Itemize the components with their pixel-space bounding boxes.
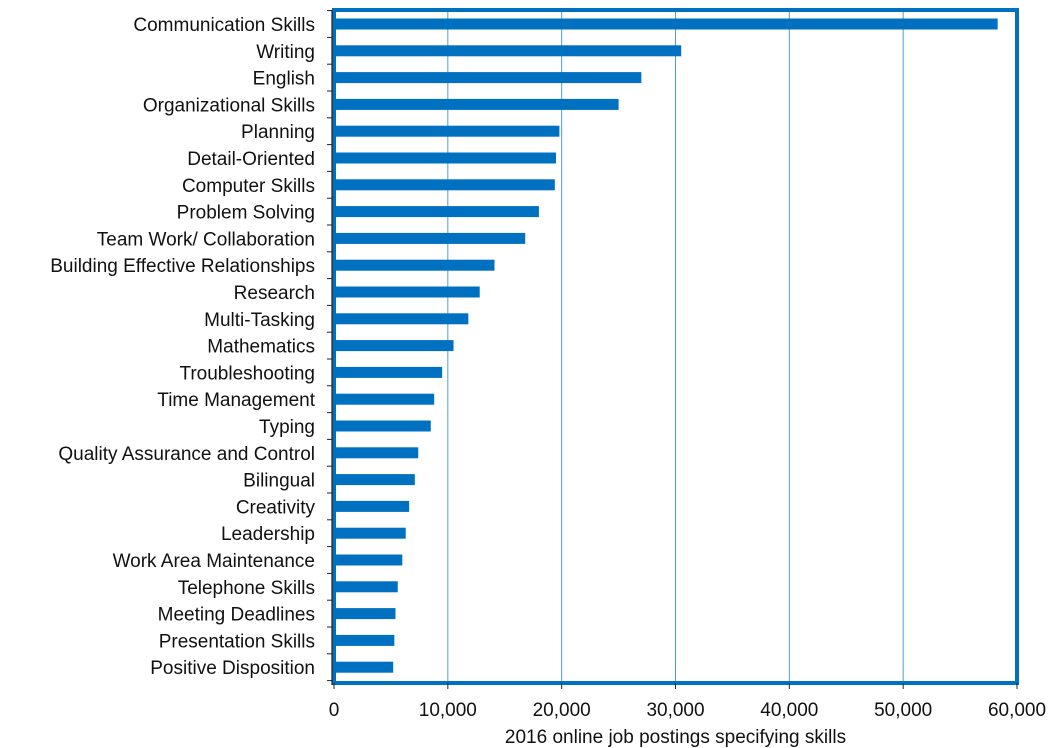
category-label: Computer Skills (182, 176, 315, 197)
bar (334, 72, 642, 84)
x-axis-title: 2016 online job postings specifying skil… (505, 727, 846, 748)
x-tick-label: 10,000 (419, 700, 477, 721)
category-label: Planning (241, 122, 315, 143)
bar (334, 393, 435, 405)
x-tick-label: 0 (329, 700, 340, 721)
bar (334, 554, 403, 566)
category-label: Problem Solving (177, 203, 315, 224)
category-label: Quality Assurance and Control (58, 444, 315, 465)
category-label: Bilingual (243, 471, 315, 492)
category-label: Writing (256, 42, 315, 63)
category-label: Research (234, 283, 315, 304)
axes (327, 10, 1018, 689)
bar (334, 420, 431, 432)
category-label: English (253, 69, 315, 90)
x-tick-label: 30,000 (646, 700, 704, 721)
category-label: Troubleshooting (179, 363, 315, 384)
x-tick-label: 40,000 (760, 700, 818, 721)
bar (334, 179, 555, 191)
bar (334, 500, 410, 512)
x-tick-label: 50,000 (874, 700, 932, 721)
bar (334, 45, 682, 57)
category-label: Leadership (221, 524, 315, 545)
bar (334, 286, 480, 298)
bar (334, 340, 454, 352)
x-tick-label: 20,000 (533, 700, 591, 721)
bar (334, 259, 495, 271)
category-label: Detail-Oriented (187, 149, 315, 170)
bar (334, 232, 526, 244)
bar (334, 581, 398, 593)
bar (334, 474, 415, 486)
x-tick-labels: 0 10,000 20,000 30,000 40,000 50,000 60,000 (329, 700, 1046, 721)
category-label: Communication Skills (133, 15, 315, 36)
category-label: Telephone Skills (178, 578, 315, 599)
x-tick-label: 60,000 (988, 700, 1046, 721)
category-label: Mathematics (207, 337, 315, 358)
category-label: Creativity (236, 497, 316, 518)
bar (334, 608, 396, 620)
bar (334, 313, 469, 325)
category-label: Work Area Maintenance (113, 551, 315, 572)
category-label: Typing (259, 417, 315, 438)
bar (334, 527, 406, 539)
bar (334, 152, 556, 164)
category-label: Meeting Deadlines (158, 605, 315, 626)
bars (334, 18, 998, 673)
category-label: Positive Disposition (150, 658, 315, 679)
bar (334, 366, 443, 378)
bar (334, 447, 419, 459)
bar (334, 206, 539, 218)
category-label: Presentation Skills (159, 631, 315, 652)
category-label: Building Effective Relationships (50, 256, 315, 277)
bar (334, 661, 394, 673)
gridlines (447, 10, 904, 683)
bar (334, 125, 560, 137)
bar (334, 634, 395, 646)
bar (334, 18, 998, 30)
category-label: Time Management (157, 390, 315, 411)
category-label: Team Work/ Collaboration (97, 229, 315, 250)
category-label: Multi-Tasking (204, 310, 315, 331)
category-label: Organizational Skills (143, 95, 315, 116)
bar (334, 98, 619, 110)
category-labels: Communication Skills Writing English Organi… (50, 15, 315, 679)
